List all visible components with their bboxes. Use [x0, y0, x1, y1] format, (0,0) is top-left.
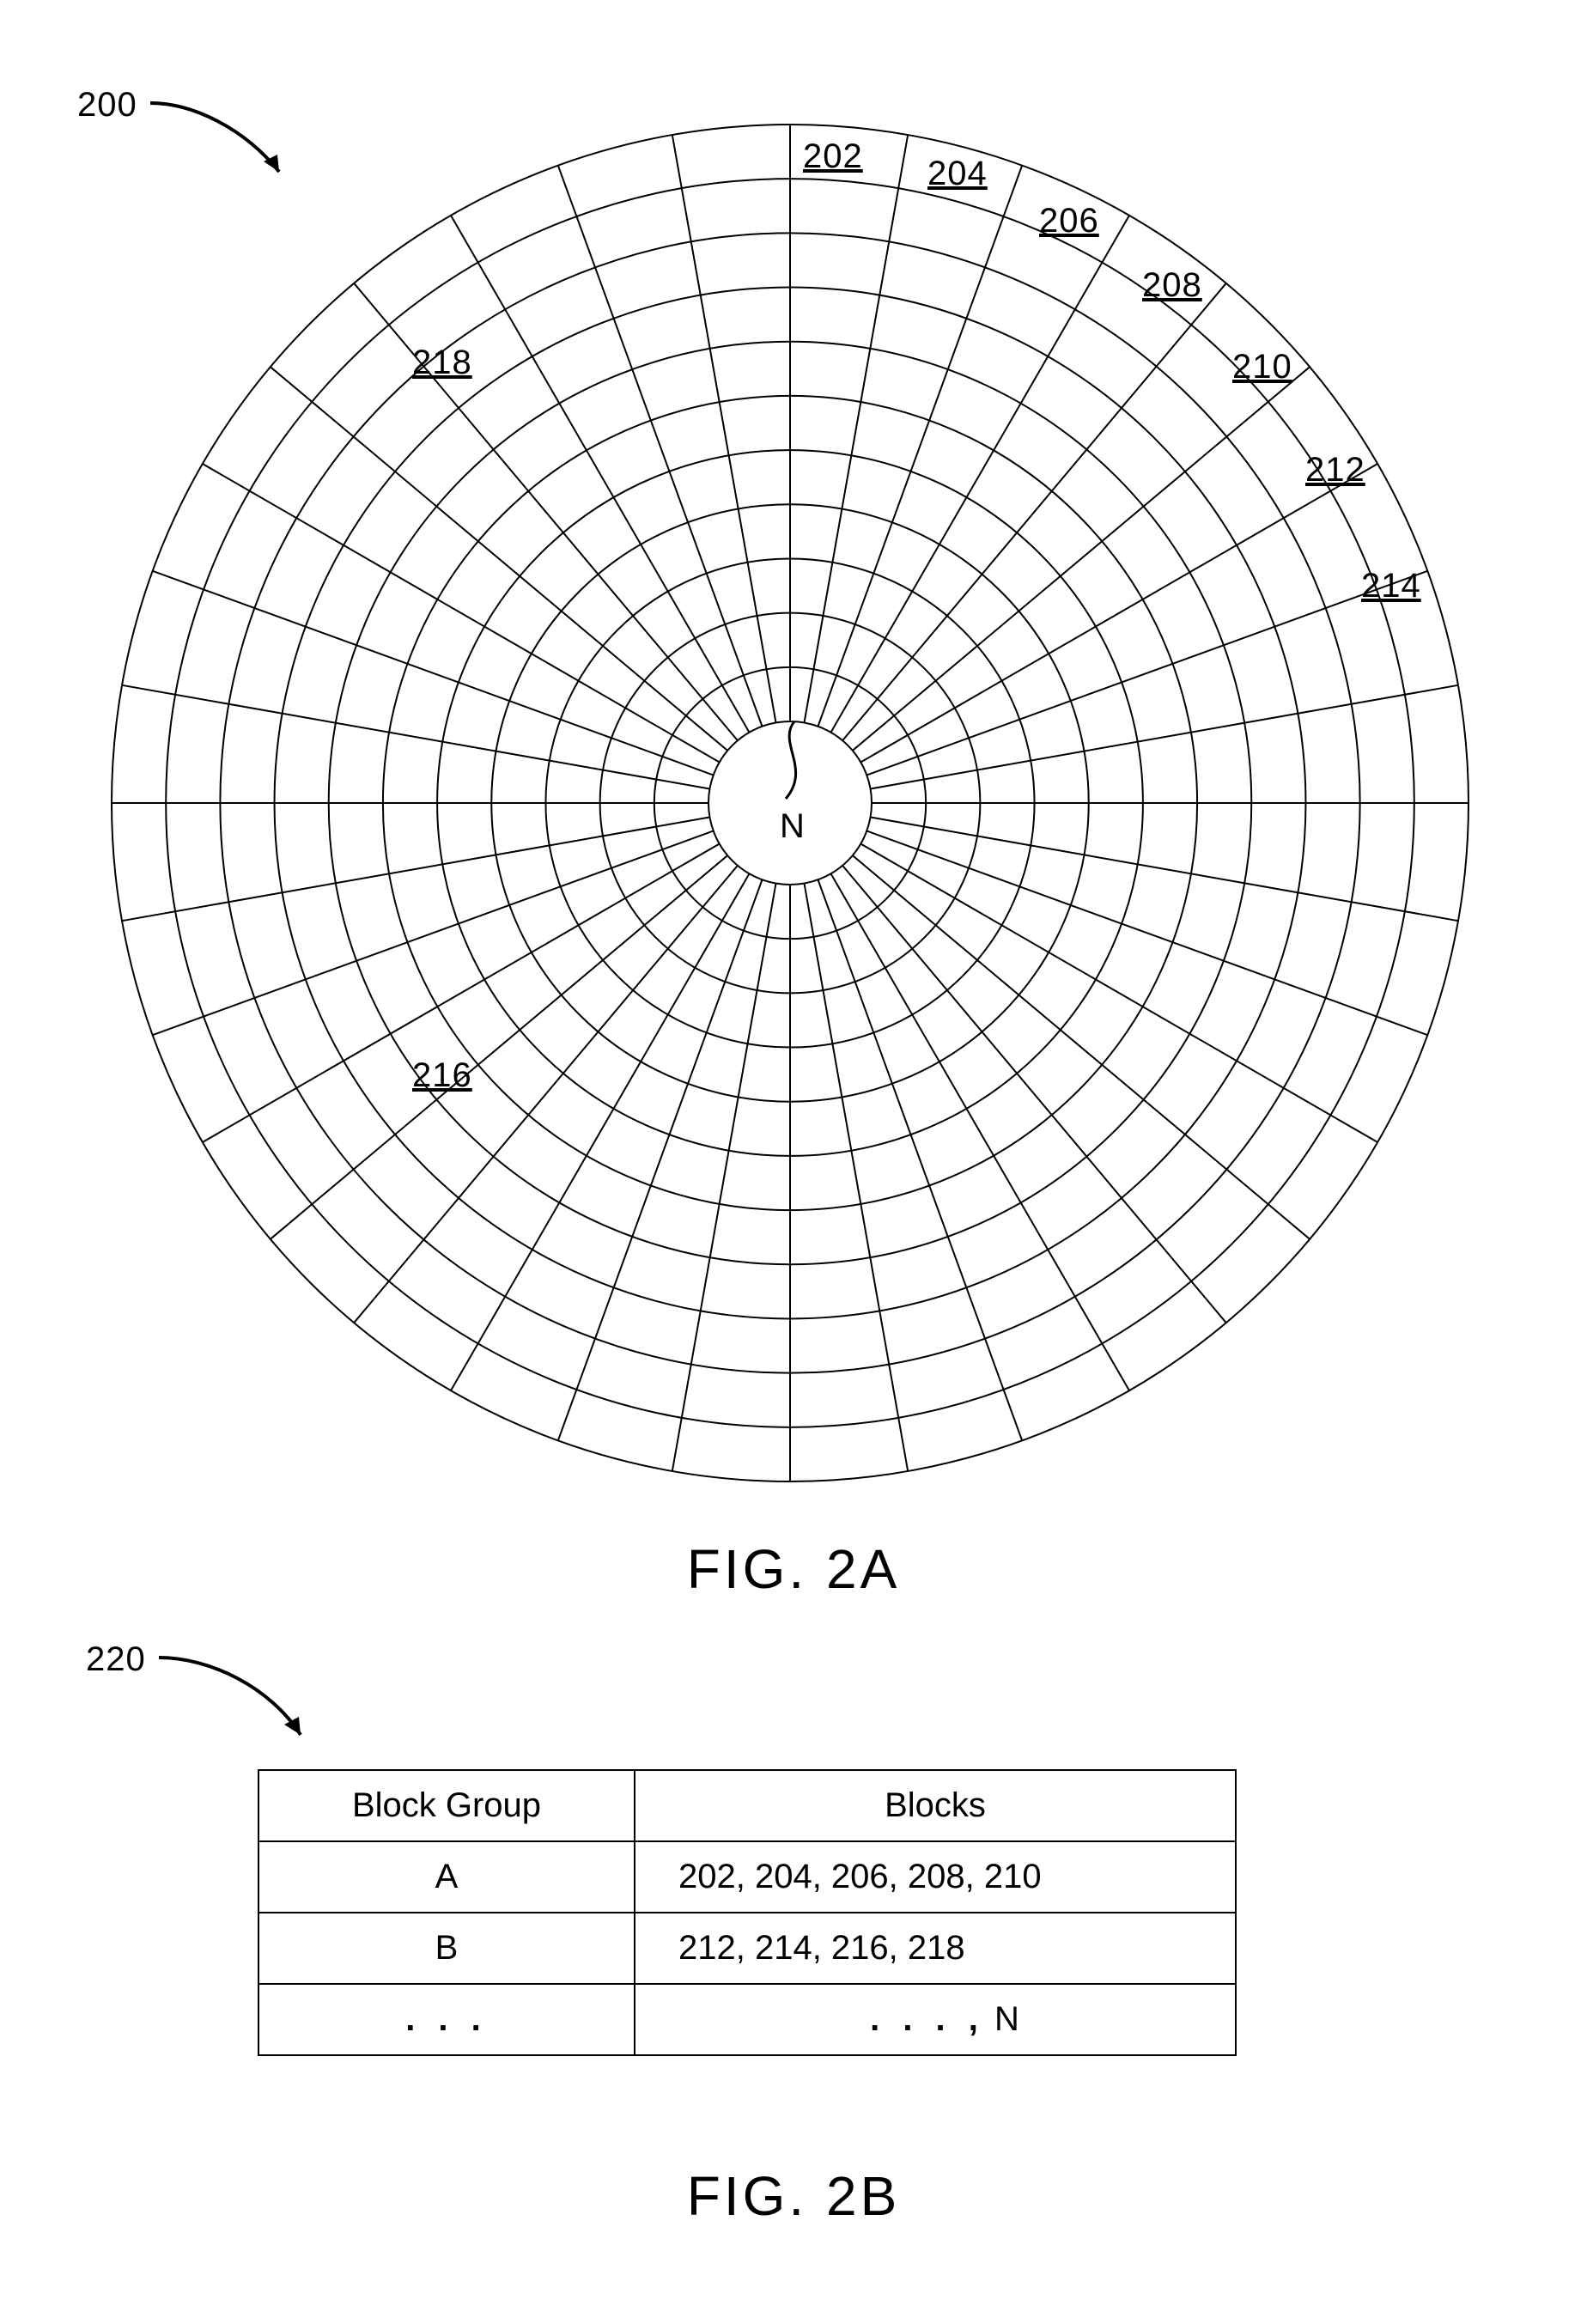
table-row: B212, 214, 216, 218	[258, 1913, 1236, 1984]
ref-220-label: 220	[86, 1640, 146, 1679]
center-n-label: N	[780, 807, 806, 846]
sector-label-212: 212	[1305, 451, 1365, 490]
sector-label-214: 214	[1361, 567, 1421, 605]
table-cell-blocks: . . . , N	[635, 1984, 1236, 2055]
table-row: . . .. . . , N	[258, 1984, 1236, 2055]
sector-label-204: 204	[927, 155, 988, 193]
sector-label-202: 202	[803, 137, 863, 176]
table-cell-blocks: 202, 204, 206, 208, 210	[635, 1841, 1236, 1913]
block-group-table: Block GroupBlocksA202, 204, 206, 208, 21…	[258, 1769, 1237, 2056]
table-header-group: Block Group	[258, 1770, 635, 1841]
sector-label-216: 216	[412, 1056, 472, 1095]
table-header-blocks: Blocks	[635, 1770, 1236, 1841]
table-cell-group: B	[258, 1913, 635, 1984]
ref-220-arrow	[150, 1649, 322, 1752]
sector-label-210: 210	[1232, 348, 1292, 386]
table-cell-group: A	[258, 1841, 635, 1913]
sector-label-206: 206	[1039, 202, 1099, 240]
fig-2a-caption: FIG. 2A	[0, 1537, 1587, 1601]
sector-label-208: 208	[1142, 266, 1202, 305]
table-cell-blocks: 212, 214, 216, 218	[635, 1913, 1236, 1984]
fig-2b-caption: FIG. 2B	[0, 2164, 1587, 2228]
polar-grid-diagram	[0, 0, 1587, 1546]
table-row: A202, 204, 206, 208, 210	[258, 1841, 1236, 1913]
table-cell-group: . . .	[258, 1984, 635, 2055]
sector-label-218: 218	[412, 344, 472, 382]
